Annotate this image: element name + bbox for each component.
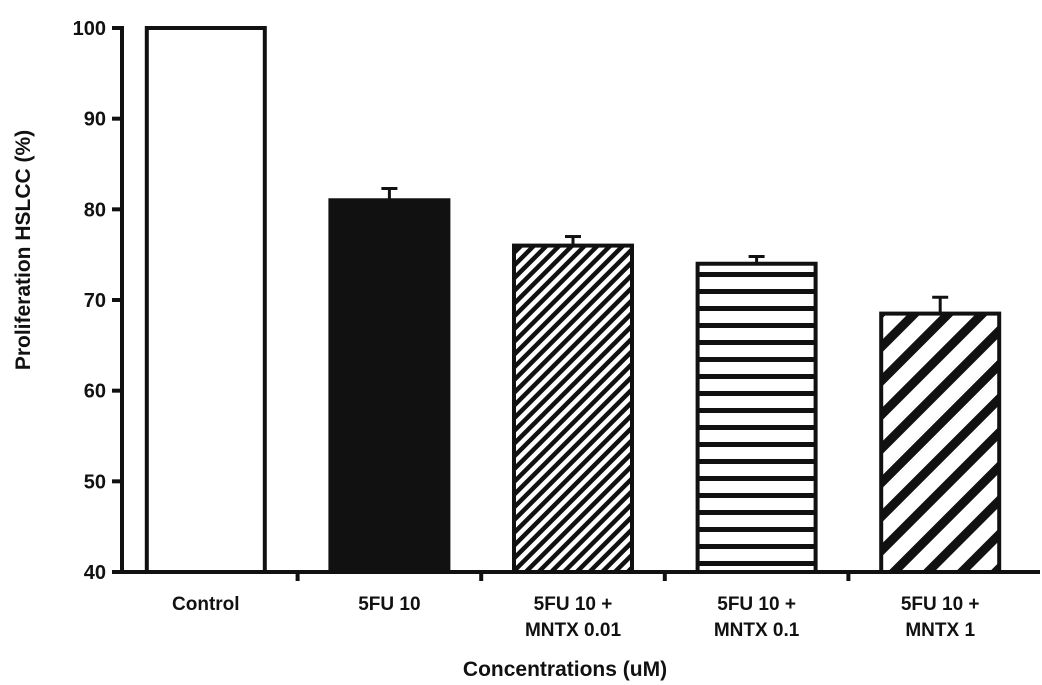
y-axis-title: Proliferation HSLCC (%) <box>12 130 35 370</box>
x-tick-label-2: 5FU 10 + MNTX 0.01 <box>525 594 622 641</box>
bar-4 <box>879 311 1002 574</box>
bar-0 <box>144 26 267 574</box>
x-tick-label-1: 5FU 10 <box>358 594 420 615</box>
y-tick-label-100: 100 <box>73 18 106 40</box>
bar-2 <box>512 243 634 574</box>
x-tick-label-0: Control <box>172 594 240 615</box>
y-axis: 40 50 60 70 80 90 100 <box>73 18 124 584</box>
x-tick-label-3: 5FU 10 + MNTX 0.1 <box>714 594 800 641</box>
x-axis: Control 5FU 10 5FU 10 + MNTX 0.01 5FU 10 + MN… <box>122 570 1040 641</box>
y-tick-label-40: 40 <box>84 562 106 584</box>
x-axis-title: Concentrations (uM) <box>463 658 667 681</box>
bar-1 <box>328 198 451 574</box>
bars <box>144 26 1002 574</box>
bar-3 <box>695 261 818 574</box>
y-tick-label-60: 60 <box>84 381 106 403</box>
y-tick-label-70: 70 <box>84 290 106 312</box>
y-tick-label-90: 90 <box>84 109 106 131</box>
y-tick-label-80: 80 <box>84 199 106 221</box>
y-tick-label-50: 50 <box>84 471 106 493</box>
x-tick-label-4: 5FU 10 + MNTX 1 <box>901 594 980 641</box>
